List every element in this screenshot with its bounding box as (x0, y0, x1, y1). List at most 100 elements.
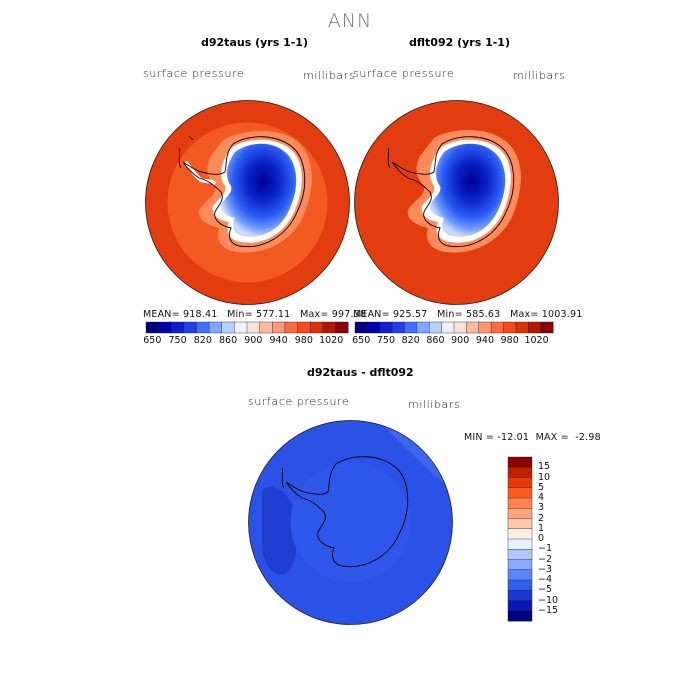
colorbar-panel-2-ticks: 650 750 820 860 900 940 980 1020 (352, 335, 553, 349)
colorbar-panel-1-swatch (322, 321, 336, 334)
panel-2-min-label: Min= (437, 309, 463, 320)
colorbar-panel-2-swatch (404, 321, 418, 334)
colorbar-difference-swatch (507, 477, 533, 489)
panel-2-stats: MEAN= 925.57 Min= 585.63 Max= 1003.91 (353, 309, 582, 320)
polar-map-dflt092 (354, 100, 559, 305)
diff-max-value: -2.98 (575, 432, 601, 443)
panel-2-mean-label: MEAN= (353, 309, 390, 320)
colorbar-difference-tick-label: −5 (538, 584, 553, 596)
colorbar-difference-swatch (507, 497, 533, 509)
colorbar-difference-swatch (507, 456, 533, 468)
colorbar-difference-tick-label: −4 (538, 574, 553, 585)
colorbar-panel-2-swatch (490, 321, 505, 334)
colorbar-panel-2-tick-label: 650 (352, 335, 371, 346)
colorbar-panel-2-swatch (528, 321, 542, 334)
colorbar-panel-1-tick-label: 1020 (319, 335, 344, 346)
colorbar-panel-2-tick-label: 750 (376, 335, 395, 346)
colorbar-difference-tick-label: 0 (538, 533, 545, 544)
diff-minmax: MIN = -12.01 MAX = -2.98 (464, 432, 601, 443)
colorbar-panel-2-tick-label: 820 (401, 335, 420, 346)
colorbar-difference-swatch (507, 610, 533, 622)
colorbar-difference-tick-label: 1 (538, 522, 545, 534)
panel-1-units-label: millibars (303, 69, 356, 82)
colorbar-panel-2-swatch (503, 321, 517, 334)
colorbar-difference-tick-label: 3 (538, 502, 545, 514)
figure-title: ANN (327, 10, 373, 32)
colorbar-panel-1-swatch (335, 321, 349, 334)
colorbar-panel-2-tick-label: 1020 (524, 335, 549, 346)
colorbar-difference-tick-label: 5 (538, 481, 545, 493)
colorbar-difference-swatch (507, 508, 533, 520)
colorbar-panel-1-swatch (284, 321, 299, 334)
colorbar-panel-1-swatch (259, 321, 273, 334)
diff-units-label: millibars (408, 398, 461, 411)
colorbar-panel-2-swatch (391, 321, 406, 334)
colorbar-panel-2-swatch (466, 321, 480, 334)
colorbar-panel-1-swatch (221, 321, 235, 334)
colorbar-panel-2-swatch (367, 321, 381, 334)
colorbar-difference-swatch (507, 528, 533, 540)
colorbar-panel-2-swatch (478, 321, 492, 334)
colorbar-panel-1-swatch (272, 321, 286, 334)
colorbar-panel-1 (145, 321, 349, 334)
colorbar-panel-1-swatch (145, 321, 160, 334)
colorbar-difference-swatch (507, 549, 533, 561)
panel-1-stats: MEAN= 918.41 Min= 577.11 Max= 997.38 (143, 309, 366, 320)
colorbar-difference-ticks: 15 10 5 4 3 2 1 0 −1 −2 −3 −4 −5 −10 −15 (538, 457, 578, 627)
colorbar-difference-swatch (507, 579, 533, 591)
diff-min-label: MIN = (464, 432, 495, 443)
colorbar-panel-2-swatch (429, 321, 443, 334)
colorbar-panel-1-tick-label: 940 (269, 335, 288, 346)
colorbar-panel-1-swatch (171, 321, 185, 334)
polar-map-difference (248, 420, 453, 625)
colorbar-panel-2-tick-label: 980 (500, 335, 519, 346)
colorbar-panel-2-swatch (453, 321, 467, 334)
polar-map-d92taus (145, 100, 350, 305)
diff-panel-title: d92taus - dflt092 (307, 366, 414, 379)
panel-1-max-label: Max= (300, 309, 329, 320)
panel-2-min-value: 585.63 (465, 309, 501, 320)
colorbar-panel-1-tick-label: 900 (244, 335, 263, 346)
panel-2-max-value: 1003.91 (541, 309, 583, 320)
colorbar-panel-1-swatch (309, 321, 324, 334)
panel-2-variable-label: surface pressure (353, 67, 455, 80)
panel-1-max-value: 997.38 (331, 309, 367, 320)
panel-1-min-value: 577.11 (255, 309, 291, 320)
colorbar-panel-2-tick-label: 860 (426, 335, 445, 346)
colorbar-difference-swatch (507, 590, 533, 602)
colorbar-difference-swatch (507, 538, 533, 550)
colorbar-difference-tick-label: −1 (538, 543, 553, 555)
colorbar-difference-tick-label: 10 (538, 471, 551, 483)
panel-2-mean-value: 925.57 (393, 309, 428, 320)
colorbar-difference-swatch (507, 569, 533, 581)
colorbar-panel-1-swatch (208, 321, 223, 334)
colorbar-panel-2-swatch (379, 321, 393, 334)
colorbar-difference-tick-label: 4 (538, 492, 545, 503)
colorbar-difference-tick-label: −15 (538, 604, 559, 616)
colorbar-panel-1-swatch (158, 321, 172, 334)
colorbar-panel-1-tick-label: 980 (294, 335, 313, 346)
colorbar-difference-swatch (507, 487, 533, 499)
colorbar-difference-swatch (507, 559, 533, 571)
panel-1-min-label: Min= (227, 309, 253, 320)
colorbar-panel-2-swatch (515, 321, 529, 334)
colorbar-panel-2-swatch (416, 321, 430, 334)
colorbar-difference-tick-label: −10 (538, 594, 559, 606)
colorbar-panel-2-tick-label: 900 (451, 335, 470, 346)
colorbar-panel-1-tick-label: 650 (143, 335, 162, 346)
colorbar-panel-1-swatch (183, 321, 198, 334)
colorbar-difference-tick-label: 15 (538, 461, 551, 473)
panel-1-mean-label: MEAN= (143, 309, 180, 320)
colorbar-panel-1-tick-label: 860 (218, 335, 238, 346)
colorbar-panel-2 (354, 321, 554, 334)
colorbar-panel-1-swatch (297, 321, 311, 334)
colorbar-panel-2-tick-label: 940 (475, 335, 494, 346)
colorbar-difference-swatch (507, 467, 533, 479)
colorbar-panel-1-tick-label: 750 (168, 335, 187, 346)
colorbar-panel-1-tick-label: 820 (193, 335, 212, 346)
colorbar-difference-swatch (507, 600, 533, 612)
panel-title-d92taus: d92taus (yrs 1-1) (201, 36, 308, 49)
diff-variable-label: surface pressure (248, 395, 350, 408)
panel-2-max-label: Max= (510, 309, 539, 320)
